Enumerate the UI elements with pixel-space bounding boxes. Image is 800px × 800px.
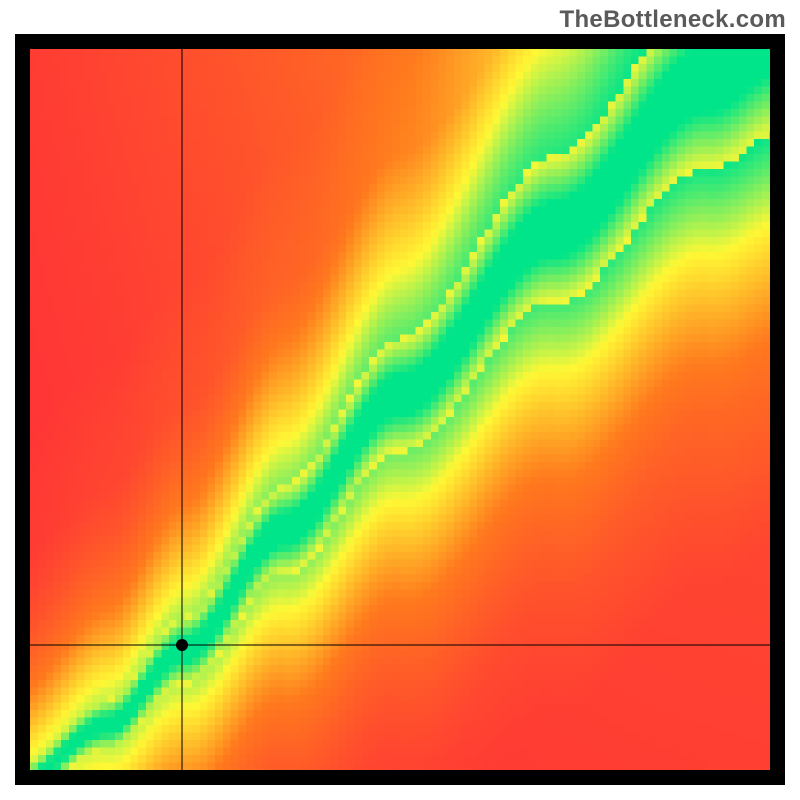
crosshair-dot	[176, 639, 188, 651]
crosshair-horizontal	[30, 645, 770, 646]
bottleneck-heatmap	[15, 34, 785, 785]
crosshair-vertical	[181, 49, 182, 770]
watermark: TheBottleneck.com	[560, 6, 786, 34]
chart-container: TheBottleneck.com	[0, 0, 800, 800]
